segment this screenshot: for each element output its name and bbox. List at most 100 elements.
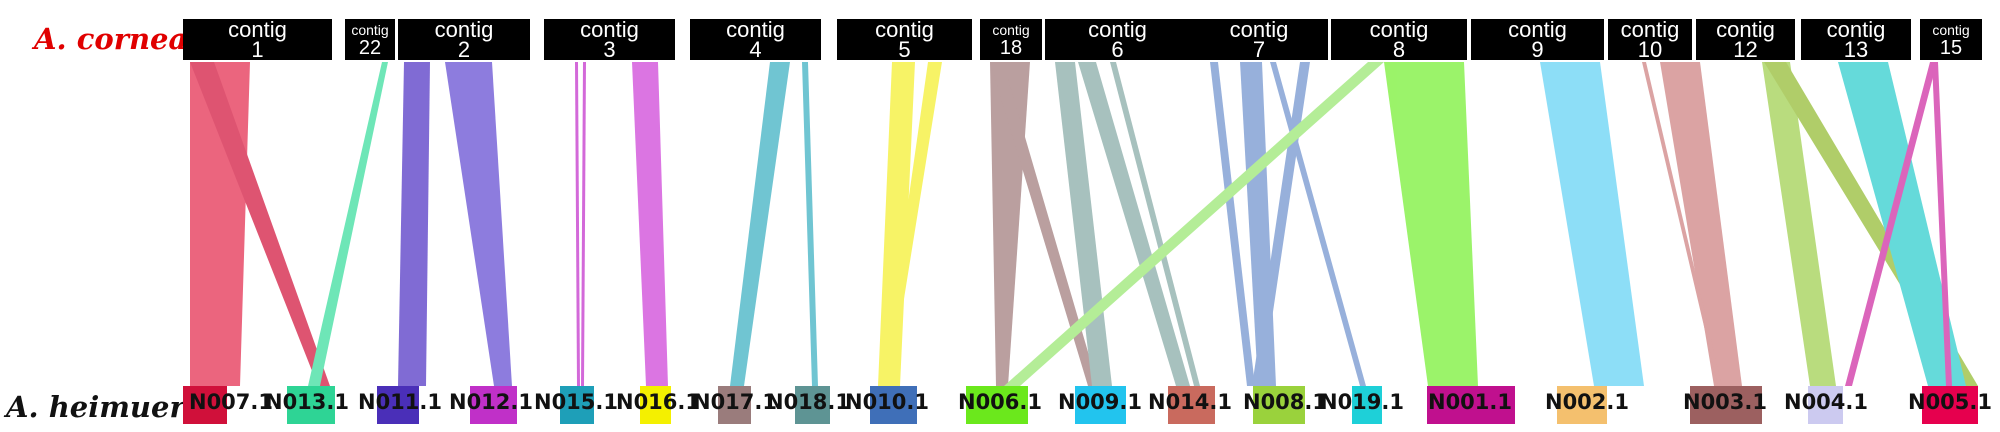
ribbon: [1660, 62, 1742, 386]
scaffold-label: N009.1: [1058, 390, 1142, 414]
scaffold-label: N010.1: [845, 390, 929, 414]
scaffold-label: N019.1: [1320, 390, 1404, 414]
contig-prefix-label: contig: [992, 22, 1030, 38]
contig-10-box: contig 10: [1608, 19, 1692, 60]
ribbon: [190, 62, 330, 386]
scaffold-N010.1-block: [870, 386, 917, 424]
ribbon: [802, 62, 818, 386]
scaffold-N019.1-block: [1352, 386, 1382, 424]
ribbon: [445, 62, 512, 386]
contig-prefix-label: contig: [1826, 19, 1886, 42]
ribbon: [1078, 62, 1190, 386]
ribbon: [632, 62, 668, 386]
contig-number-label: 7: [1252, 37, 1266, 61]
contig-prefix-label: contig: [1088, 19, 1147, 42]
contig-prefix-label: contig: [1620, 19, 1680, 42]
ribbon: [882, 62, 942, 386]
scaffold-N001.1-block: [1427, 386, 1515, 424]
ribbon: [990, 62, 1098, 386]
scaffold-label: N005.1: [1908, 390, 1992, 414]
ribbon: [730, 62, 790, 386]
contig-number-label: 10: [1637, 37, 1663, 61]
contig-number-label: 6: [1111, 37, 1124, 61]
contig-2-box: contig 2: [398, 19, 530, 60]
contig-15-box: contig 15: [1920, 19, 1982, 60]
contig-number-label: 13: [1843, 37, 1869, 61]
contig-number-label: 9: [1531, 37, 1544, 61]
top-genome-label: A. cornea: [34, 22, 188, 56]
contig-number-label: 15: [1939, 37, 1963, 59]
scaffold-N011.1-block: [377, 386, 419, 424]
scaffold-label: N017.1: [693, 390, 777, 414]
scaffold-N012.1-block: [470, 386, 517, 424]
ribbon: [1110, 62, 1200, 386]
scaffold-label: N007.1: [189, 390, 273, 414]
contig-prefix-label: contig: [1229, 19, 1289, 42]
contig-number-label: 5: [898, 37, 911, 61]
scaffold-label: N003.1: [1683, 390, 1767, 414]
scaffold-label: N002.1: [1545, 390, 1629, 414]
ribbon: [1762, 62, 1836, 386]
contig-number-label: 4: [749, 37, 762, 61]
contig-number-label: 22: [358, 37, 382, 59]
scaffold-N018.1-block: [795, 386, 830, 424]
scaffold-N007.1-block: [183, 386, 227, 424]
contig-prefix-label: contig: [351, 22, 389, 38]
contig-prefix-label: contig: [580, 19, 639, 42]
scaffold-N002.1-block: [1557, 386, 1607, 424]
scaffold-N005.1-block: [1922, 386, 1978, 424]
contig-3-box: contig 3: [544, 19, 675, 60]
contig-prefix-label: contig: [1369, 19, 1429, 42]
contig-number-label: 12: [1733, 37, 1758, 61]
contig-prefix-label: contig: [1508, 19, 1567, 42]
ribbon: [1004, 62, 1384, 386]
contig-prefix-label: contig: [1716, 19, 1775, 42]
ribbon: [1642, 62, 1722, 386]
ribbon: [1838, 62, 1966, 386]
scaffold-label: N008.1: [1243, 390, 1327, 414]
ribbon: [398, 62, 430, 386]
scaffold-label: N018.1: [766, 390, 850, 414]
scaffold-N015.1-block: [560, 386, 594, 424]
contig-prefix-label: contig: [228, 19, 287, 42]
contig-7-box: contig 7: [1190, 19, 1328, 60]
contig-12-box: contig 12: [1696, 19, 1795, 60]
scaffold-N003.1-block: [1690, 386, 1762, 424]
contig-number-label: 18: [999, 37, 1023, 59]
scaffold-N004.1-block: [1808, 386, 1843, 424]
scaffold-label: N014.1: [1148, 390, 1232, 414]
scaffold-label: N001.1: [1428, 390, 1512, 414]
contig-4-box: contig 4: [690, 19, 821, 60]
ribbon: [1384, 62, 1478, 386]
scaffold-N009.1-block: [1075, 386, 1126, 424]
contig-prefix-label: contig: [726, 19, 785, 42]
ribbon: [1210, 62, 1255, 386]
contig-number-label: 8: [1392, 37, 1406, 61]
scaffold-label: N011.1: [358, 390, 442, 414]
contig-1-box: contig 1: [183, 19, 332, 60]
contig-number-label: 1: [251, 37, 264, 61]
contig-18-box: contig 18: [980, 19, 1042, 60]
contig-13-box: contig 13: [1801, 19, 1911, 60]
ribbon: [1845, 62, 1937, 386]
contig-22-box: contig 22: [345, 19, 395, 60]
scaffold-N016.1-block: [640, 386, 671, 424]
contig-number-label: 3: [603, 37, 616, 61]
contig-prefix-label: contig: [1932, 22, 1970, 38]
scaffold-label: N006.1: [958, 390, 1042, 414]
ribbon: [308, 62, 388, 386]
scaffold-N014.1-block: [1168, 386, 1215, 424]
scaffold-N008.1-block: [1253, 386, 1305, 424]
contig-number-label: 2: [457, 37, 471, 61]
scaffold-label: N013.1: [265, 390, 349, 414]
scaffold-label: N012.1: [449, 390, 533, 414]
ribbon: [878, 62, 915, 386]
ribbon: [581, 62, 586, 386]
synteny-ribbons: [190, 62, 1978, 386]
contig-9-box: contig 9: [1471, 19, 1604, 60]
contig-5-box: contig 5: [837, 19, 972, 60]
scaffold-N006.1-block: [966, 386, 1028, 424]
ribbon: [575, 62, 580, 386]
